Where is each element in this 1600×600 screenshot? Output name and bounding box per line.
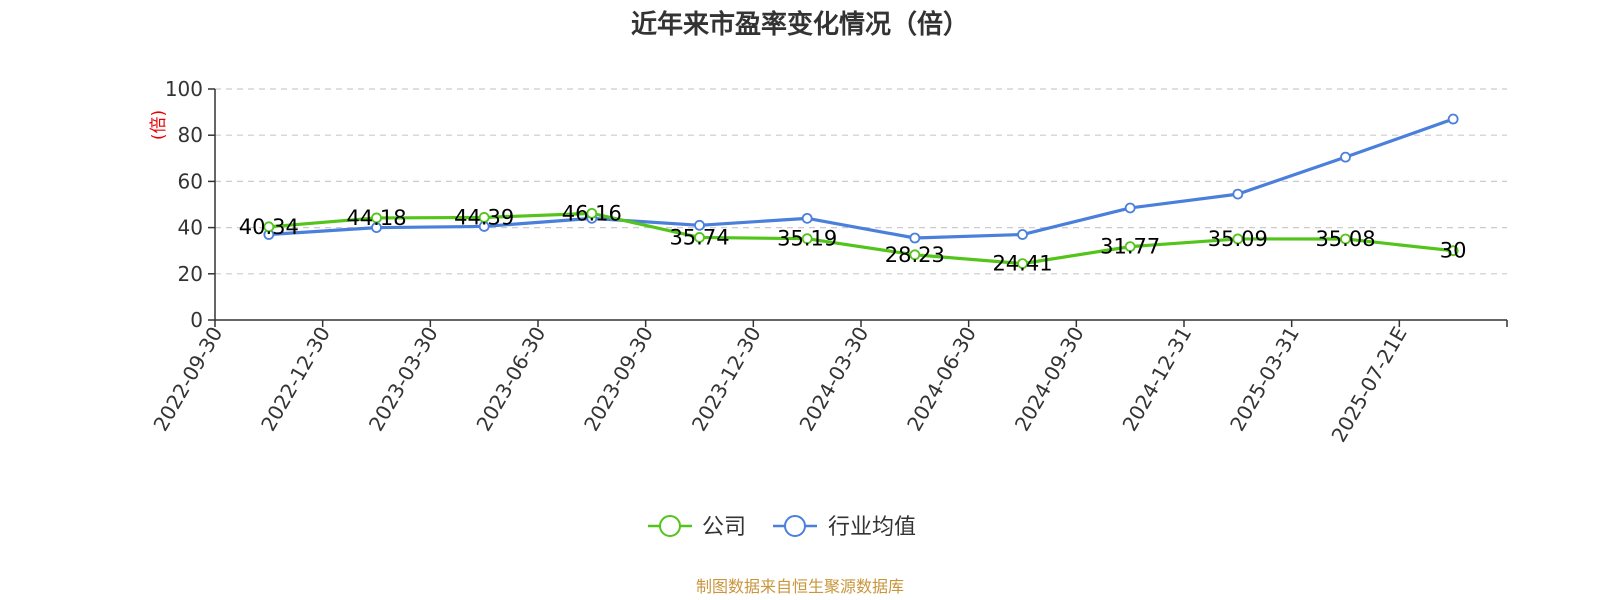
legend-item-0[interactable]: 公司 <box>648 515 746 540</box>
x-tick-label: 2023-06-30 <box>471 323 550 436</box>
y-tick-label: 100 <box>165 77 203 101</box>
data-point <box>1124 241 1136 253</box>
x-tick-label: 2025-03-31 <box>1225 323 1304 436</box>
x-tick-label: 2022-09-30 <box>148 323 227 436</box>
data-label: 44.18 <box>346 206 406 230</box>
data-label: 35.74 <box>669 225 729 249</box>
data-label: 46.16 <box>562 201 622 225</box>
data-point <box>1017 258 1028 270</box>
legend-label: 公司 <box>702 515 746 540</box>
data-point <box>801 233 813 245</box>
data-label: 35.19 <box>777 227 837 251</box>
series-line-0 <box>268 211 1454 266</box>
data-labels: 40.34 44.18 44.39 46.16 35.74 35.19 28.23 24.41… <box>239 201 1467 275</box>
legend-item-1[interactable]: 行业均值 <box>773 515 916 540</box>
data-label: 28.23 <box>885 243 945 267</box>
data-point <box>1124 202 1136 214</box>
data-point <box>1232 188 1244 200</box>
data-label: 31.77 <box>1100 235 1160 259</box>
data-label: 24.41 <box>992 252 1052 276</box>
data-label: 40.34 <box>239 215 299 239</box>
data-point <box>1232 233 1244 245</box>
x-tick-label: 2024-03-30 <box>794 323 873 436</box>
legend-marker <box>784 515 806 537</box>
data-label: 44.39 <box>454 205 514 229</box>
x-tick-label: 2022-12-30 <box>256 323 335 436</box>
data-point <box>909 232 921 244</box>
data-label: 35.08 <box>1315 227 1375 251</box>
legend-label: 行业均值 <box>828 515 916 540</box>
x-axis-ticks: 2022-09-30 2022-12-30 2023-03-30 2023-06-30… <box>148 320 1508 447</box>
data-point <box>909 249 921 261</box>
x-tick-label: 2023-03-30 <box>364 323 443 436</box>
data-point <box>478 212 490 223</box>
data-point <box>371 212 382 224</box>
data-point <box>586 207 598 219</box>
y-tick-label: 60 <box>178 169 203 193</box>
y-tick-label: 80 <box>178 123 203 147</box>
data-point <box>1017 229 1028 240</box>
legend-marker <box>659 515 681 537</box>
data-point <box>1447 113 1459 125</box>
x-tick-label: 2023-09-30 <box>579 323 658 436</box>
x-tick-label: 2025-07-21E <box>1326 323 1411 447</box>
data-point <box>263 221 275 233</box>
data-source-note: 制图数据来自恒生聚源数据库 <box>696 577 904 596</box>
data-label: 30 <box>1440 239 1467 263</box>
data-point <box>801 212 813 224</box>
data-point <box>694 219 705 231</box>
x-tick-label: 2023-12-30 <box>687 323 766 436</box>
data-point <box>1340 151 1351 163</box>
data-point <box>1447 245 1459 257</box>
data-point <box>694 232 705 243</box>
x-tick-label: 2024-12-31 <box>1117 323 1196 436</box>
y-axis-ticks: 0 20 40 60 80 100 <box>165 77 215 332</box>
y-tick-label: 40 <box>178 216 203 240</box>
axes <box>214 89 1507 321</box>
y-tick-label: 0 <box>190 308 203 332</box>
series-lines <box>263 113 1459 270</box>
x-tick-label: 2024-09-30 <box>1010 323 1089 436</box>
y-axis-label: (倍) <box>149 110 169 140</box>
y-tick-label: 20 <box>178 262 203 286</box>
data-point <box>1340 233 1351 245</box>
chart-title: 近年来市盈率变化情况（倍） <box>631 9 969 40</box>
x-tick-label: 2024-06-30 <box>902 323 981 436</box>
legend[interactable]: 公司 行业均值 <box>648 515 916 540</box>
data-label: 35.09 <box>1208 227 1268 251</box>
series-line-1 <box>268 117 1454 240</box>
